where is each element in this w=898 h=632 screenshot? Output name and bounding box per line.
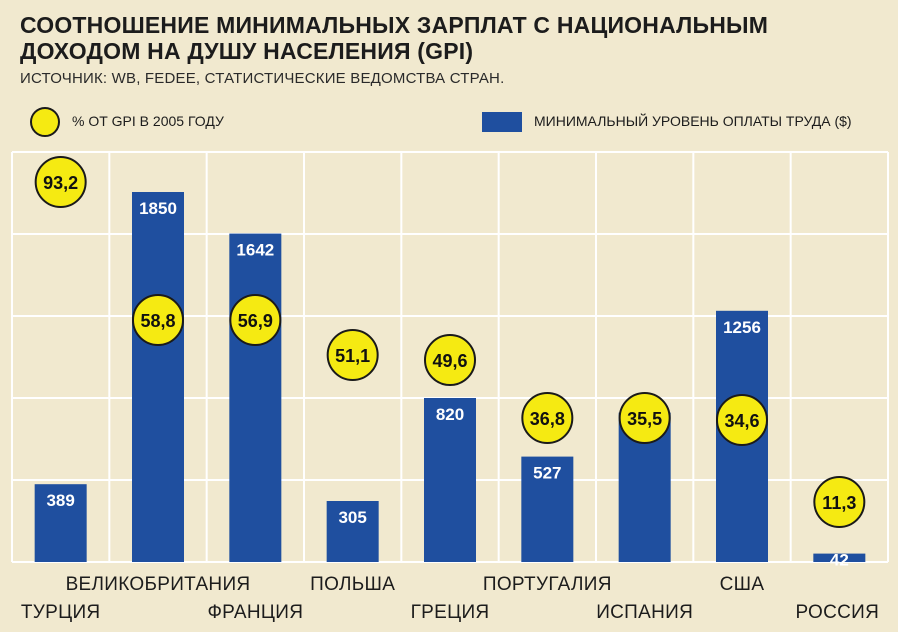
gpi-label-3: 56,9 [238, 311, 273, 331]
bar-9 [813, 553, 866, 562]
legend-circle-label: % ОТ GPI В 2005 ГОДУ [72, 113, 224, 129]
gpi-label-8: 34,6 [724, 411, 759, 431]
bar-6 [521, 456, 574, 562]
bar-5 [424, 398, 476, 562]
bar-4 [326, 501, 379, 562]
gpi-circle-8 [716, 394, 768, 446]
title-line-1: СООТНОШЕНИЕ МИНИМАЛЬНЫХ ЗАРПЛАТ С НАЦИОН… [20, 12, 769, 38]
gpi-circle-5 [424, 334, 476, 386]
bar-label-1: 389 [46, 491, 74, 510]
gpi-circle-2 [132, 294, 184, 346]
gpi-circle-4 [326, 329, 379, 381]
bar-label-4: 305 [338, 508, 366, 527]
x-tick-label-8: США [719, 574, 765, 595]
chart-title: СООТНОШЕНИЕ МИНИМАЛЬНЫХ ЗАРПЛАТ С НАЦИОН… [20, 12, 880, 64]
bar-label-3: 1642 [236, 241, 274, 260]
gpi-label-1: 93,2 [43, 173, 78, 193]
source-note: ИСТОЧНИК: WB, FEDEE, СТАТИСТИЧЕСКИЕ ВЕДО… [20, 70, 505, 87]
gpi-circle-6 [521, 392, 574, 444]
title-line-2: ДОХОДОМ НА ДУШУ НАСЕЛЕНИЯ (GPI) [20, 38, 474, 64]
gpi-label-5: 49,6 [432, 351, 467, 371]
gpi-circle-1 [34, 156, 87, 208]
gpi-circle-9 [813, 476, 866, 528]
legend-circle-icon [30, 107, 60, 137]
legend-bar-label: МИНИМАЛЬНЫЙ УРОВЕНЬ ОПЛАТЫ ТРУДА ($) [534, 113, 852, 129]
bar-label-6: 527 [533, 464, 561, 483]
x-tick-label-3: ФРАНЦИЯ [207, 602, 304, 623]
x-tick-label-6: ПОРТУГАЛИЯ [482, 574, 612, 595]
gpi-label-9: 11,3 [822, 493, 856, 513]
gpi-label-6: 36,8 [530, 409, 565, 429]
gpi-label-2: 58,8 [140, 311, 175, 331]
x-tick-label-7: ИСПАНИЯ [596, 602, 694, 623]
x-tick-label-5: ГРЕЦИЯ [410, 602, 490, 623]
gpi-label-7: 35,5 [627, 409, 662, 429]
bar-label-2: 1850 [139, 199, 177, 218]
x-tick-label-4: ПОЛЬША [310, 574, 396, 595]
x-tick-label-1: ТУРЦИЯ [20, 602, 101, 623]
bar-label-8: 1256 [723, 318, 761, 337]
bar-label-9: 42 [830, 551, 849, 570]
gpi-label-4: 51,1 [335, 346, 370, 366]
x-tick-label-9: РОССИЯ [795, 602, 880, 623]
bar-1 [34, 484, 87, 562]
x-tick-label-2: ВЕЛИКОБРИТАНИЯ [65, 574, 251, 595]
bar-2 [132, 192, 184, 562]
bar-label-5: 820 [436, 405, 464, 424]
bar-3 [229, 233, 282, 562]
legend-bar-icon [482, 112, 522, 132]
gpi-circle-3 [229, 294, 282, 346]
gpi-circle-7 [618, 392, 671, 444]
